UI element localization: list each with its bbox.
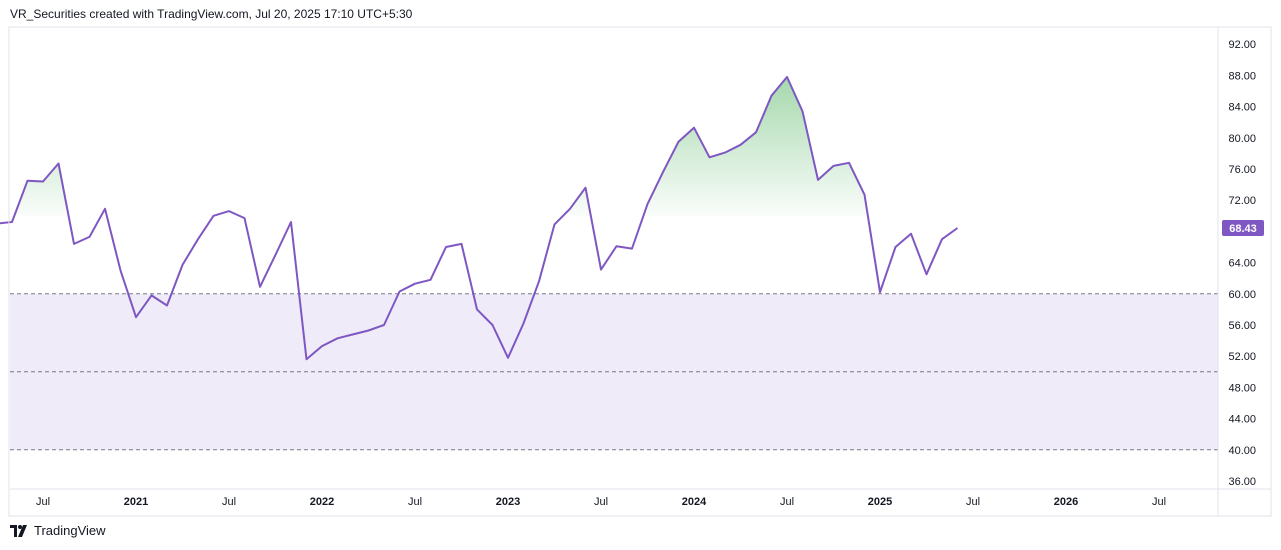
y-tick-label: 48.00 bbox=[1228, 382, 1256, 394]
rsi-line bbox=[0, 76, 959, 361]
x-tick-label: 2024 bbox=[682, 496, 707, 508]
x-tick-label: 2022 bbox=[310, 496, 334, 508]
y-tick-label: 80.00 bbox=[1228, 133, 1256, 145]
tradingview-logo-icon bbox=[10, 524, 27, 537]
footer-brand[interactable]: TradingView bbox=[10, 523, 106, 538]
x-tick-label: Jul bbox=[1152, 496, 1166, 508]
last-value-tag bbox=[1222, 220, 1264, 237]
brand-name: TradingView bbox=[34, 523, 106, 538]
y-tick-label: 60.00 bbox=[1228, 289, 1256, 301]
y-tick-label: 92.00 bbox=[1228, 39, 1256, 51]
overbought-fill bbox=[10, 77, 958, 216]
y-tick-label: 44.00 bbox=[1228, 414, 1256, 426]
y-tick-label: 36.00 bbox=[1228, 476, 1256, 488]
y-tick-label: 88.00 bbox=[1228, 70, 1256, 82]
x-tick-label: 2025 bbox=[868, 496, 892, 508]
axes: 36.00 40.00 44.00 48.00 52.00 56.00 60.00 64.00… bbox=[8, 26, 1272, 517]
x-tick-label: Jul bbox=[594, 496, 608, 508]
y-tick-label: 52.00 bbox=[1228, 351, 1256, 363]
x-tick-label: 2026 bbox=[1054, 496, 1078, 508]
x-tick-label: Jul bbox=[966, 496, 980, 508]
x-tick-label: Jul bbox=[780, 496, 794, 508]
y-tick-label: 40.00 bbox=[1228, 445, 1256, 457]
x-tick-label: Jul bbox=[222, 496, 236, 508]
x-tick-label: Jul bbox=[36, 496, 50, 508]
y-tick-label: 72.00 bbox=[1228, 195, 1256, 207]
last-value-label: 68.43 bbox=[1229, 223, 1257, 235]
y-tick-label: 56.00 bbox=[1228, 320, 1256, 332]
x-tick-label: Jul bbox=[408, 496, 422, 508]
y-tick-label: 76.00 bbox=[1228, 164, 1256, 176]
plot-area[interactable] bbox=[0, 76, 1218, 451]
y-tick-label: 84.00 bbox=[1228, 102, 1256, 114]
chart-attribution-header: VR_Securities created with TradingView.c… bbox=[10, 7, 413, 21]
x-tick-label: 2023 bbox=[496, 496, 520, 508]
chart-frame bbox=[8, 26, 1272, 517]
x-tick-label: 2021 bbox=[124, 496, 148, 508]
y-tick-label: 64.00 bbox=[1228, 258, 1256, 270]
